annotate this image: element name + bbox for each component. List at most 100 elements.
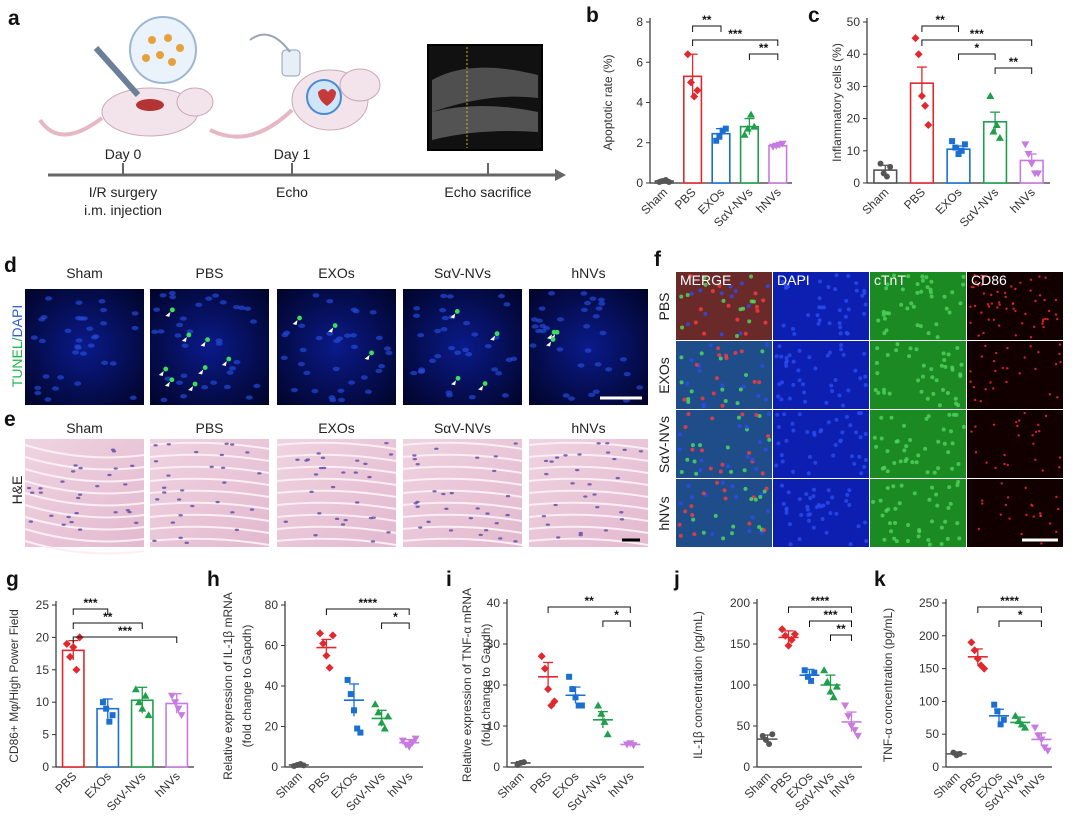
he-nucleus xyxy=(74,511,79,515)
fiber-gap xyxy=(276,489,397,498)
if-signal xyxy=(694,471,699,476)
data-point xyxy=(747,110,755,118)
significance-label: **** xyxy=(811,594,830,608)
significance-label: *** xyxy=(118,624,132,638)
if-signal xyxy=(733,350,738,355)
if-signal xyxy=(754,304,759,309)
significance-bracket xyxy=(381,622,410,629)
x-tick-label-sham: Sham xyxy=(495,769,527,801)
he-nucleus xyxy=(498,537,503,540)
if-signal xyxy=(915,323,920,328)
nucleus-dot xyxy=(597,297,605,302)
if-signal xyxy=(885,353,890,358)
data-point xyxy=(99,699,106,706)
if-signal xyxy=(734,494,739,499)
data-point xyxy=(629,742,638,750)
nucleus-dot xyxy=(312,293,320,298)
if-signal xyxy=(720,387,725,392)
he-image-exos xyxy=(277,439,396,547)
if-signal xyxy=(905,539,910,544)
he-nucleus xyxy=(596,442,601,445)
nucleus-dot xyxy=(577,363,585,368)
fiber-gap xyxy=(528,525,649,534)
data-point xyxy=(693,86,702,95)
nucleus-dot xyxy=(548,291,556,296)
he-nucleus xyxy=(578,531,583,535)
if-tile xyxy=(870,410,966,478)
y-tick-label: 4 xyxy=(636,96,643,110)
if-signal xyxy=(1034,458,1037,461)
if-signal xyxy=(721,298,726,303)
if-signal xyxy=(689,358,694,363)
if-signal xyxy=(1012,307,1015,310)
nucleus-dot xyxy=(375,335,383,341)
y-axis-label: Relative expression of IL-1β mRNA xyxy=(221,592,235,780)
if-signal xyxy=(916,534,921,539)
data-point xyxy=(357,729,364,736)
if-signal xyxy=(719,291,724,296)
if-signal xyxy=(892,461,897,466)
he-nucleus xyxy=(318,466,324,470)
if-signal xyxy=(839,347,844,352)
if-signal xyxy=(844,330,849,335)
tunel-column-exos: EXOs xyxy=(318,265,355,281)
if-signal xyxy=(895,439,900,444)
data-point xyxy=(801,667,808,674)
if-signal xyxy=(729,469,734,474)
if-signal xyxy=(739,281,744,286)
if-signal xyxy=(935,503,940,508)
he-nucleus xyxy=(153,460,159,463)
nucleus-dot xyxy=(205,296,213,301)
nucleus-dot xyxy=(454,350,462,355)
if-signal xyxy=(846,307,851,312)
data-point xyxy=(177,712,186,720)
if-signal xyxy=(910,460,915,465)
if-signal xyxy=(750,515,755,520)
if-signal xyxy=(930,375,935,380)
data-point xyxy=(575,702,582,709)
if-signal xyxy=(763,447,768,452)
he-image-pbs xyxy=(150,439,269,547)
if-signal xyxy=(1059,360,1062,364)
data-point xyxy=(594,701,603,709)
y-tick-label: 80 xyxy=(265,598,279,612)
he-nucleus xyxy=(355,501,360,504)
significance-bracket xyxy=(72,636,178,643)
he-nucleus xyxy=(426,520,431,524)
nucleus-dot xyxy=(378,364,386,369)
he-nucleus xyxy=(245,451,250,454)
if-signal xyxy=(815,313,820,318)
if-signal xyxy=(990,293,993,297)
he-nucleus xyxy=(363,462,368,466)
he-nucleus xyxy=(69,520,74,524)
if-signal xyxy=(908,437,913,442)
data-point xyxy=(847,723,856,730)
he-nucleus xyxy=(578,533,583,537)
y-tick-label: 2 xyxy=(636,136,643,150)
if-signal xyxy=(864,538,869,543)
data-point xyxy=(997,721,1004,728)
if-signal xyxy=(1058,466,1061,469)
significance-bracket xyxy=(788,606,852,613)
nucleus-dot xyxy=(468,394,476,400)
if-signal xyxy=(679,380,684,385)
nucleus-dot xyxy=(176,322,184,328)
if-signal xyxy=(992,318,996,321)
x-tick-label-hnvs: hNVs xyxy=(1007,185,1038,216)
nucleus-dot xyxy=(338,397,346,403)
nucleus-dot xyxy=(497,293,505,299)
if-signal xyxy=(961,424,966,429)
nucleus-dot xyxy=(34,390,42,396)
y-tick-label: 8 xyxy=(636,15,643,29)
if-signal xyxy=(941,387,946,392)
if-signal xyxy=(749,274,754,279)
if-signal xyxy=(904,457,909,462)
data-point xyxy=(911,34,920,43)
nucleus-dot xyxy=(75,300,83,305)
arrowhead-marker xyxy=(221,360,227,366)
he-nucleus xyxy=(587,483,592,486)
if-signal xyxy=(677,447,682,452)
if-signal xyxy=(780,483,785,488)
data-point xyxy=(131,685,140,693)
he-column-pbs: PBS xyxy=(195,420,223,436)
